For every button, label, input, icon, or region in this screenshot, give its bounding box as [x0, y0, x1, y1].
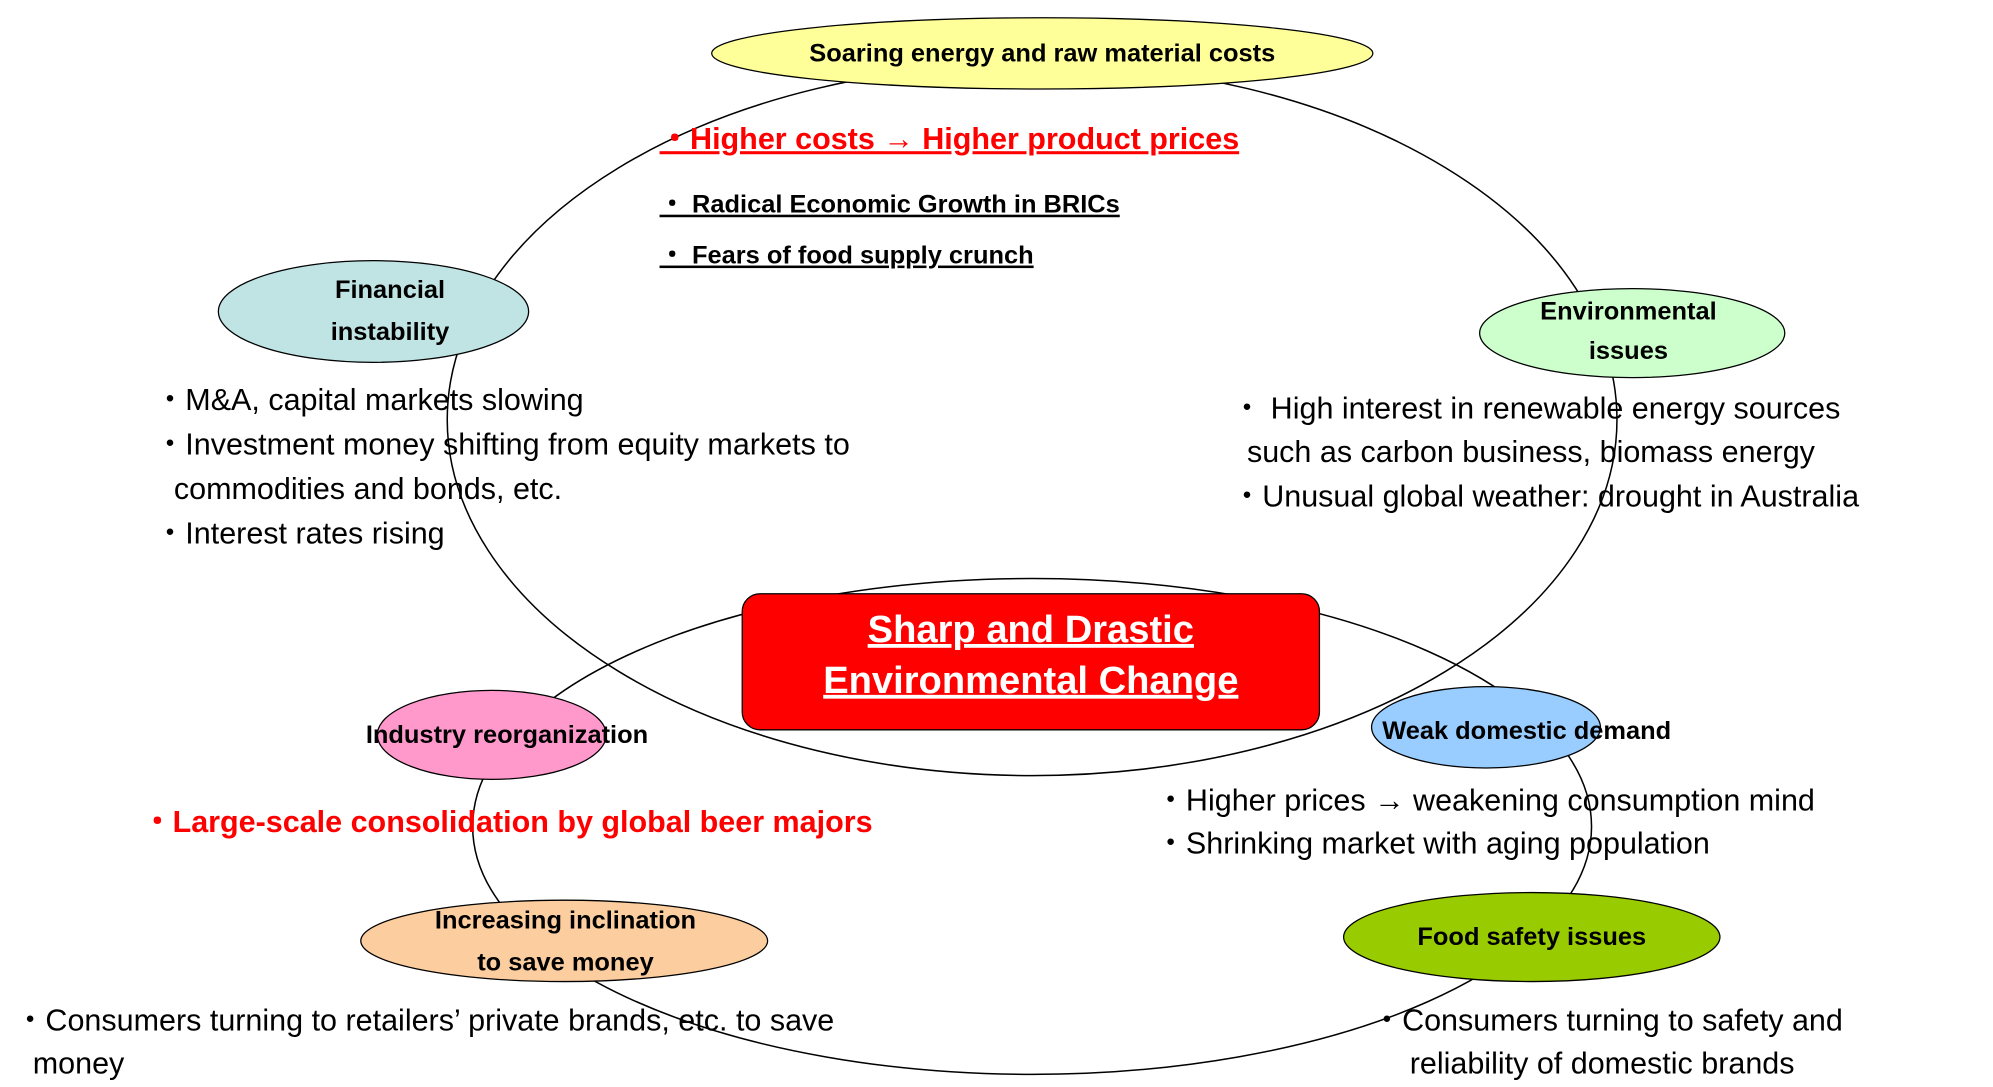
bullet: ・Shrinking market with aging population	[1155, 827, 1709, 861]
bullet: ・ Fears of food supply crunch	[660, 242, 1034, 270]
node-label: issues	[1589, 337, 1668, 365]
node-ellipse	[711, 17, 1374, 90]
bullet: ・Investment money shifting from equity m…	[155, 427, 850, 461]
node-label: Increasing inclination	[435, 907, 696, 935]
node-ellipse	[1342, 891, 1721, 983]
node-label: instability	[331, 318, 450, 346]
bullet: ・ High interest in renewable energy sour…	[1232, 392, 1841, 426]
node-ellipse	[1479, 287, 1786, 379]
node-label: to save money	[477, 948, 654, 976]
node-ellipse	[376, 689, 607, 781]
bullet: ・Unusual global weather: drought in Aust…	[1232, 479, 1859, 513]
node-ellipse	[217, 260, 530, 363]
center-title: Environmental Change	[823, 659, 1238, 702]
bullet: reliability of domestic brands	[1410, 1047, 1795, 1081]
bullet: such as carbon business, biomass energy	[1247, 435, 1816, 469]
bullet: ・Consumers turning to retailers’ private…	[15, 1003, 834, 1037]
bullet: ・M&A, capital markets slowing	[155, 383, 584, 417]
bullet: money	[33, 1047, 125, 1081]
bullet: ・Higher prices → weakening consumption m…	[1155, 783, 1814, 817]
center-box	[741, 593, 1321, 731]
node-label: Food safety issues	[1417, 923, 1646, 951]
bullet: ・Consumers turning to safety and	[1372, 1003, 1843, 1037]
node-label: Industry reorganization	[366, 721, 648, 749]
bullet: ・Interest rates rising	[155, 516, 445, 550]
bullet: ・Large-scale consolidation by global bee…	[142, 805, 873, 839]
node-label: Environmental	[1540, 297, 1716, 325]
node-ellipse	[360, 899, 769, 983]
bullet: commodities and bonds, etc.	[174, 472, 562, 506]
node-label: Financial	[335, 276, 445, 304]
node-label: Weak domestic demand	[1382, 717, 1671, 745]
lower-ring	[471, 577, 1593, 1076]
node-label: Soaring energy and raw material costs	[809, 39, 1275, 67]
bullet: ・ Radical Economic Growth in BRICs	[660, 191, 1120, 219]
center-title: Sharp and Drastic	[868, 608, 1194, 651]
node-ellipse	[1370, 685, 1602, 769]
bullet: ・Higher costs → Higher product prices	[660, 122, 1240, 156]
